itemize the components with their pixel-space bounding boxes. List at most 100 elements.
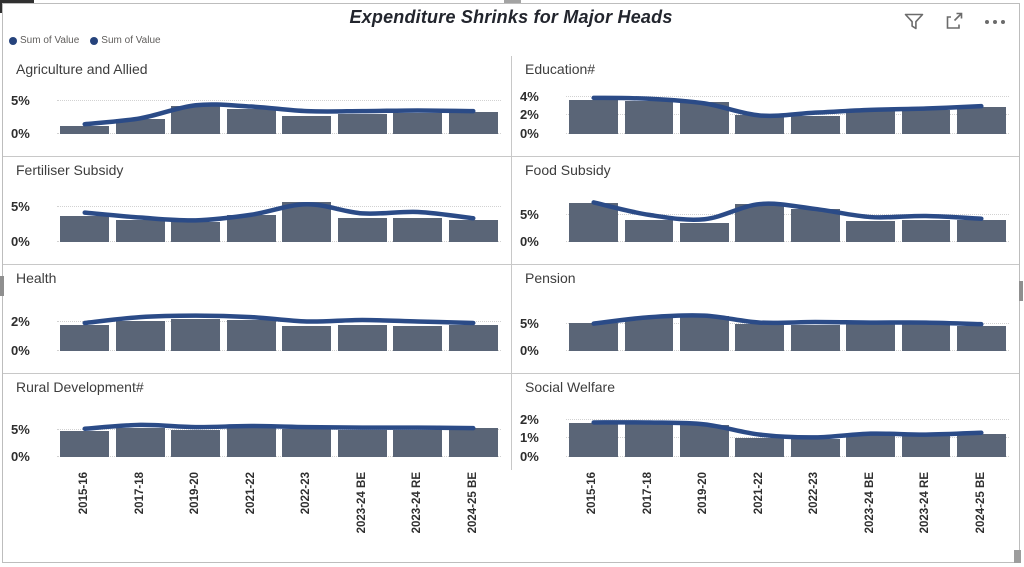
bar-2015-16[interactable] bbox=[569, 322, 619, 351]
bar-series bbox=[566, 184, 1009, 242]
bar-2023-24-re[interactable] bbox=[901, 109, 951, 134]
bar-2023-24-be[interactable] bbox=[337, 114, 387, 134]
right-scroll-indicator bbox=[1019, 281, 1023, 301]
bar-2017-18[interactable] bbox=[115, 427, 165, 457]
bar-2024-25-be[interactable] bbox=[956, 220, 1006, 242]
bar-2022-23[interactable] bbox=[790, 116, 840, 134]
bar-slot bbox=[677, 401, 732, 457]
bar-2021-22[interactable] bbox=[735, 324, 785, 351]
x-axis-slot: 2024-25 BE bbox=[954, 472, 1010, 562]
small-multiples-grid: Agriculture and Allied 0% 5% Education# 0% 2%… bbox=[3, 56, 1019, 470]
bar-2021-22[interactable] bbox=[226, 428, 276, 457]
bar-2023-24-re[interactable] bbox=[901, 324, 951, 351]
bar-2023-24-be[interactable] bbox=[846, 110, 895, 134]
bar-2015-16[interactable] bbox=[569, 99, 619, 134]
panel-title: Education# bbox=[525, 61, 596, 77]
bar-slot bbox=[57, 83, 113, 134]
x-axis-label: 2017-18 bbox=[641, 472, 654, 515]
bar-2022-23[interactable] bbox=[790, 209, 840, 242]
bar-series bbox=[57, 401, 501, 457]
bar-2021-22[interactable] bbox=[226, 320, 276, 351]
bar-2019-20[interactable] bbox=[680, 316, 729, 351]
bar-2019-20[interactable] bbox=[680, 102, 729, 134]
bar-2015-16[interactable] bbox=[60, 430, 110, 457]
bar-2023-24-be[interactable] bbox=[337, 325, 387, 351]
bar-slot bbox=[566, 401, 621, 457]
bar-2023-24-re[interactable] bbox=[393, 217, 443, 242]
bar-2022-23[interactable] bbox=[790, 439, 840, 457]
gridline bbox=[566, 241, 1009, 242]
filter-icon[interactable] bbox=[903, 12, 925, 32]
bar-slot bbox=[898, 292, 953, 351]
bar-2017-18[interactable] bbox=[115, 118, 165, 134]
bar-2017-18[interactable] bbox=[624, 423, 674, 457]
bar-2015-16[interactable] bbox=[60, 126, 110, 134]
x-axis-label: 2024-25 BE bbox=[974, 472, 987, 534]
bar-2023-24-be[interactable] bbox=[337, 430, 387, 457]
bar-slot bbox=[566, 83, 621, 134]
legend-label: Sum of Value bbox=[20, 35, 80, 46]
bar-2024-25-be[interactable] bbox=[956, 433, 1006, 457]
bar-2015-16[interactable] bbox=[569, 423, 619, 457]
x-axis-right-column: 2015-16 2017-18 2019-20 2021-22 2022-23 2023-… bbox=[511, 470, 1019, 562]
x-axis-label: 2019-20 bbox=[697, 472, 710, 515]
bar-2015-16[interactable] bbox=[60, 325, 110, 351]
legend-item[interactable]: Sum of Value bbox=[90, 35, 161, 46]
legend-dot-icon bbox=[90, 36, 99, 45]
more-options-icon[interactable] bbox=[983, 19, 1007, 25]
x-axis-label: 2017-18 bbox=[133, 472, 146, 515]
bar-2024-25-be[interactable] bbox=[448, 112, 498, 134]
bar-2019-20[interactable] bbox=[171, 318, 221, 351]
bar-2023-24-re[interactable] bbox=[901, 436, 951, 457]
bar-2023-24-re[interactable] bbox=[393, 113, 443, 134]
bar-2017-18[interactable] bbox=[624, 219, 674, 242]
bar-2017-18[interactable] bbox=[624, 100, 674, 134]
bar-2022-23[interactable] bbox=[282, 429, 332, 457]
bar-2021-22[interactable] bbox=[735, 438, 785, 457]
bar-2017-18[interactable] bbox=[624, 317, 674, 351]
bar-2023-24-re[interactable] bbox=[901, 219, 951, 242]
bar-2021-22[interactable] bbox=[735, 114, 785, 134]
bar-slot bbox=[279, 184, 335, 242]
bar-2024-25-be[interactable] bbox=[448, 219, 498, 242]
gridline bbox=[57, 456, 501, 457]
bar-2023-24-be[interactable] bbox=[846, 221, 895, 242]
bar-2022-23[interactable] bbox=[282, 115, 332, 134]
bar-2023-24-re[interactable] bbox=[393, 325, 443, 351]
bar-2024-25-be[interactable] bbox=[448, 325, 498, 351]
bar-2017-18[interactable] bbox=[115, 220, 165, 242]
gridline bbox=[57, 350, 501, 351]
bar-2024-25-be[interactable] bbox=[956, 107, 1006, 134]
bar-2019-20[interactable] bbox=[171, 105, 221, 134]
panel-pension: Pension 0% 5% bbox=[511, 264, 1019, 373]
bar-2019-20[interactable] bbox=[680, 425, 729, 457]
bar-2019-20[interactable] bbox=[171, 430, 221, 457]
bar-slot bbox=[843, 83, 898, 134]
bar-slot bbox=[279, 292, 335, 351]
bar-2015-16[interactable] bbox=[60, 216, 110, 242]
legend-item[interactable]: Sum of Value bbox=[9, 35, 79, 46]
bar-2023-24-be[interactable] bbox=[337, 218, 387, 242]
bar-2019-20[interactable] bbox=[680, 222, 729, 242]
bar-2017-18[interactable] bbox=[115, 320, 165, 351]
bar-2021-22[interactable] bbox=[226, 215, 276, 242]
bar-2021-22[interactable] bbox=[226, 108, 276, 134]
bar-2023-24-be[interactable] bbox=[846, 324, 895, 351]
bar-2022-23[interactable] bbox=[282, 202, 332, 242]
bar-slot bbox=[113, 401, 169, 457]
y-axis-label: 5% bbox=[520, 316, 539, 332]
bar-2023-24-re[interactable] bbox=[393, 430, 443, 457]
bar-2021-22[interactable] bbox=[735, 204, 785, 242]
bar-slot bbox=[335, 83, 391, 134]
bar-2023-24-be[interactable] bbox=[846, 434, 895, 457]
bar-2015-16[interactable] bbox=[569, 202, 619, 242]
focus-mode-icon[interactable] bbox=[943, 12, 965, 32]
bar-2022-23[interactable] bbox=[282, 325, 332, 351]
bar-2019-20[interactable] bbox=[171, 221, 221, 242]
bar-2024-25-be[interactable] bbox=[448, 428, 498, 457]
bar-slot bbox=[954, 292, 1009, 351]
bar-2024-25-be[interactable] bbox=[956, 325, 1006, 351]
bar-2022-23[interactable] bbox=[790, 324, 840, 351]
plot-area: 0% 5% bbox=[520, 292, 1009, 358]
bar-series bbox=[57, 292, 501, 351]
